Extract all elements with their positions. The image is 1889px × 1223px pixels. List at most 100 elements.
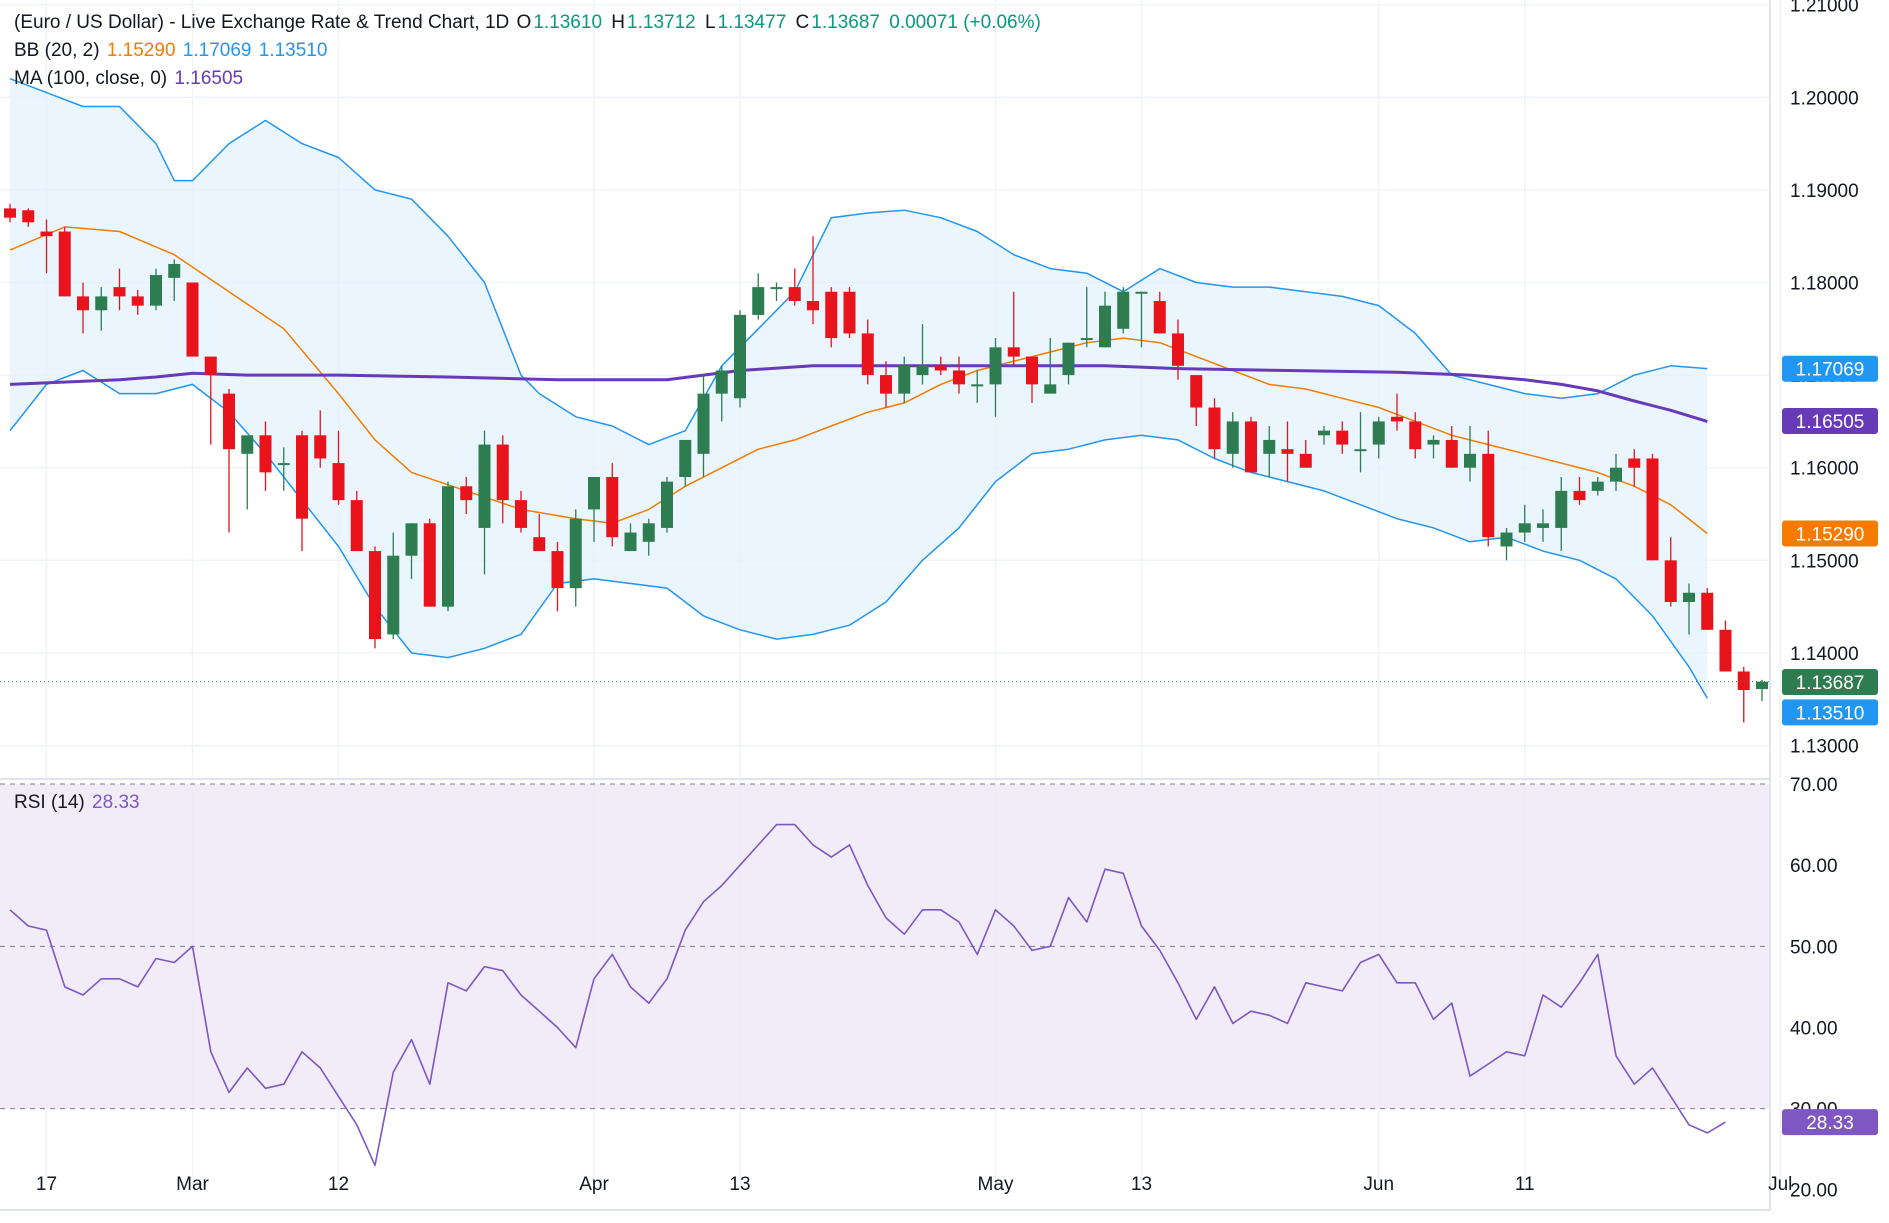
- candle-body[interactable]: [971, 384, 984, 387]
- candle-body[interactable]: [697, 393, 710, 454]
- candle-body[interactable]: [1208, 407, 1221, 450]
- candle-body[interactable]: [934, 365, 947, 371]
- candle-body[interactable]: [1482, 453, 1495, 538]
- candle-body[interactable]: [1172, 333, 1184, 366]
- candle-body[interactable]: [1117, 291, 1130, 329]
- candle-body[interactable]: [204, 356, 217, 376]
- candle-body[interactable]: [1518, 523, 1531, 533]
- candle-body[interactable]: [150, 275, 162, 306]
- candle-body[interactable]: [1062, 342, 1075, 376]
- candle-body[interactable]: [314, 435, 327, 459]
- candle-body[interactable]: [1719, 629, 1732, 672]
- candle-body[interactable]: [442, 486, 454, 607]
- candle-body[interactable]: [679, 439, 692, 477]
- candle-body[interactable]: [898, 365, 911, 394]
- candle-body[interactable]: [1245, 421, 1257, 473]
- rsi-legend[interactable]: RSI (14) 28.33: [14, 792, 142, 814]
- candle-body[interactable]: [770, 287, 783, 290]
- candle-body[interactable]: [1354, 449, 1367, 452]
- candle-body[interactable]: [259, 435, 272, 473]
- candle-body[interactable]: [843, 291, 856, 334]
- candle-body[interactable]: [1683, 592, 1695, 603]
- candle-body[interactable]: [661, 481, 673, 528]
- candle-body[interactable]: [1701, 592, 1714, 630]
- candle-body[interactable]: [715, 370, 728, 394]
- candle-body[interactable]: [405, 523, 418, 556]
- candle-body[interactable]: [1153, 301, 1166, 334]
- candle-body[interactable]: [588, 476, 600, 510]
- candle-body[interactable]: [460, 486, 473, 501]
- candle-body[interactable]: [277, 463, 290, 466]
- candle-body[interactable]: [40, 231, 53, 237]
- candle-body[interactable]: [496, 444, 509, 501]
- bollinger-lower-line[interactable]: [9, 369, 1708, 699]
- candle-body[interactable]: [1135, 291, 1148, 294]
- candle-body[interactable]: [113, 287, 126, 297]
- candle-body[interactable]: [1737, 671, 1750, 691]
- candle-body[interactable]: [1044, 384, 1057, 394]
- candle-body[interactable]: [1026, 356, 1038, 385]
- candle-body[interactable]: [1664, 560, 1677, 603]
- candle-body[interactable]: [1464, 453, 1476, 468]
- candle-body[interactable]: [58, 231, 71, 297]
- candle-body[interactable]: [880, 375, 892, 394]
- candle-body[interactable]: [1756, 681, 1768, 690]
- candle-body[interactable]: [1263, 439, 1276, 454]
- candle-body[interactable]: [1080, 338, 1093, 341]
- candle-body[interactable]: [1372, 421, 1385, 445]
- rsi-line[interactable]: [9, 823, 1726, 1167]
- candle-body[interactable]: [1318, 430, 1330, 436]
- candle-body[interactable]: [1190, 375, 1203, 408]
- bollinger-upper-line[interactable]: [9, 77, 1708, 446]
- candle-body[interactable]: [788, 287, 801, 302]
- candle-body[interactable]: [131, 296, 144, 306]
- candle-body[interactable]: [953, 370, 965, 385]
- candle-body[interactable]: [350, 500, 363, 552]
- candle-body[interactable]: [186, 282, 199, 357]
- candle-body[interactable]: [241, 435, 254, 454]
- candle-body[interactable]: [1099, 305, 1111, 348]
- candle-body[interactable]: [4, 208, 16, 218]
- candle-body[interactable]: [734, 314, 746, 399]
- candle-body[interactable]: [916, 365, 929, 376]
- candle-body[interactable]: [77, 296, 89, 311]
- candle-body[interactable]: [752, 287, 765, 315]
- candle-body[interactable]: [807, 301, 819, 311]
- candle-body[interactable]: [1445, 439, 1458, 468]
- candle-body[interactable]: [551, 551, 564, 589]
- candle-body[interactable]: [478, 444, 491, 528]
- candle-body[interactable]: [606, 476, 619, 538]
- candle-body[interactable]: [825, 291, 838, 339]
- candle-body[interactable]: [1281, 449, 1294, 454]
- ma-legend[interactable]: MA (100, close, 0) 1.16505: [14, 68, 245, 90]
- candle-body[interactable]: [387, 555, 400, 635]
- candle-body[interactable]: [369, 551, 381, 640]
- candle-body[interactable]: [332, 463, 345, 501]
- candle-body[interactable]: [95, 296, 108, 311]
- bb-legend[interactable]: BB (20, 2) 1.15290 1.17069 1.13510: [14, 40, 329, 62]
- candle-body[interactable]: [861, 333, 874, 376]
- candle-body[interactable]: [989, 347, 1002, 385]
- candle-body[interactable]: [1646, 458, 1659, 561]
- candle-body[interactable]: [533, 537, 546, 552]
- candle-body[interactable]: [1610, 467, 1622, 482]
- candle-body[interactable]: [1500, 532, 1513, 547]
- candle-body[interactable]: [1299, 453, 1312, 468]
- candle-body[interactable]: [1226, 421, 1239, 454]
- candle-body[interactable]: [1573, 490, 1586, 501]
- candle-body[interactable]: [1591, 481, 1604, 491]
- candle-body[interactable]: [223, 393, 235, 450]
- candle-body[interactable]: [1555, 490, 1568, 528]
- candle-body[interactable]: [296, 435, 308, 519]
- candle-body[interactable]: [642, 523, 655, 542]
- candle-body[interactable]: [1007, 347, 1020, 357]
- candle-body[interactable]: [1537, 523, 1549, 528]
- candle-body[interactable]: [515, 500, 527, 528]
- candle-body[interactable]: [423, 523, 436, 607]
- candle-body[interactable]: [22, 210, 35, 223]
- candle-body[interactable]: [1427, 439, 1440, 445]
- candle-body[interactable]: [1409, 421, 1422, 450]
- candle-body[interactable]: [569, 518, 582, 589]
- candle-body[interactable]: [624, 532, 637, 552]
